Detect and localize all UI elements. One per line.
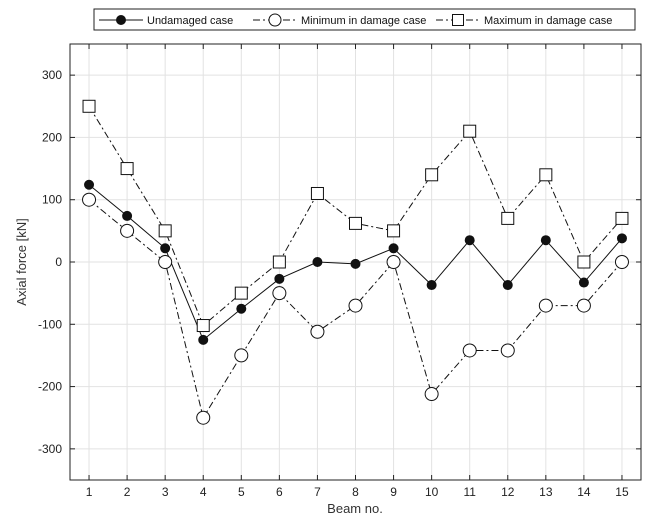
series-undamaged	[84, 179, 627, 345]
y-axis-label: Axial force [kN]	[14, 218, 29, 305]
x-tick-label: 7	[314, 485, 321, 499]
data-point-undamaged	[388, 243, 399, 254]
data-point-maximum	[349, 216, 362, 230]
x-tick-label: 4	[200, 485, 207, 499]
data-point-minimum	[196, 410, 211, 425]
data-point-undamaged	[502, 280, 513, 291]
data-point-maximum	[425, 168, 439, 182]
data-point-undamaged	[312, 257, 323, 267]
data-point-undamaged	[350, 258, 361, 269]
data-point-undamaged	[236, 303, 247, 314]
data-point-maximum	[196, 319, 210, 333]
data-point-minimum	[538, 298, 553, 313]
data-point-undamaged	[84, 179, 95, 190]
legend-label-undamaged: Undamaged case	[147, 15, 233, 27]
legend-label-minimum: Minimum in damage case	[301, 15, 426, 27]
data-point-maximum	[501, 211, 515, 225]
data-point-maximum	[387, 224, 401, 238]
y-tick-label: -200	[38, 380, 62, 394]
data-point-undamaged	[122, 210, 133, 221]
data-point-undamaged	[160, 243, 171, 254]
x-tick-label: 1	[86, 485, 93, 499]
data-point-maximum	[158, 224, 172, 238]
data-point-maximum	[272, 255, 286, 269]
data-point-maximum	[463, 124, 477, 138]
x-tick-label: 9	[390, 485, 397, 499]
data-point-minimum	[386, 255, 401, 269]
data-point-maximum	[234, 286, 248, 300]
y-tick-label: -100	[38, 317, 62, 331]
x-tick-label: 3	[162, 485, 169, 499]
y-tick-label: 200	[42, 130, 62, 144]
x-tick-label: 6	[276, 485, 283, 499]
data-point-minimum	[614, 255, 629, 269]
x-tick-label: 11	[463, 485, 476, 499]
data-point-minimum	[576, 298, 591, 313]
x-tick-label: 10	[425, 485, 439, 499]
legend-box	[93, 8, 636, 31]
legend-marker-minimum	[268, 13, 282, 27]
series-line-maximum	[88, 106, 623, 327]
y-tick-label: 100	[42, 193, 62, 207]
data-point-undamaged	[616, 233, 627, 244]
data-point-maximum	[82, 99, 96, 113]
legend-marker-maximum	[452, 14, 464, 26]
data-point-undamaged	[274, 273, 285, 284]
data-point-minimum	[348, 298, 363, 313]
data-point-undamaged	[540, 235, 551, 246]
y-tick-label: 0	[55, 255, 62, 269]
data-point-undamaged	[426, 280, 437, 291]
x-tick-label: 5	[238, 485, 245, 499]
series-minimum	[82, 192, 629, 425]
data-point-minimum	[158, 255, 173, 269]
x-axis-label: Beam no.	[327, 501, 383, 516]
data-point-undamaged	[464, 235, 475, 246]
data-point-minimum	[82, 192, 97, 207]
legend: Undamaged case Minimum in damage case Ma…	[93, 8, 636, 31]
y-tick-label: 300	[42, 68, 62, 82]
data-point-maximum	[577, 255, 591, 269]
x-tick-label: 12	[501, 485, 515, 499]
x-tick-label: 15	[615, 485, 629, 499]
series-layer	[82, 99, 629, 425]
legend-marker-undamaged	[116, 15, 126, 25]
data-point-minimum	[462, 343, 477, 358]
series-maximum	[82, 99, 629, 333]
data-point-undamaged	[578, 277, 589, 288]
data-point-undamaged	[198, 334, 209, 345]
data-point-maximum	[310, 186, 324, 200]
legend-entry-minimum: Minimum in damage case	[253, 13, 426, 27]
data-point-maximum	[615, 211, 629, 225]
y-tick-label: -300	[38, 442, 62, 456]
data-point-minimum	[120, 223, 135, 238]
data-point-maximum	[539, 168, 553, 182]
x-tick-label: 2	[124, 485, 131, 499]
data-point-minimum	[272, 286, 287, 301]
data-point-minimum	[234, 348, 249, 363]
legend-entry-maximum: Maximum in damage case	[436, 14, 612, 27]
data-point-minimum	[500, 343, 515, 358]
data-point-minimum	[424, 387, 439, 402]
x-tick-label: 8	[352, 485, 359, 499]
x-tick-label: 14	[577, 485, 591, 499]
legend-label-maximum: Maximum in damage case	[484, 15, 612, 27]
legend-entry-undamaged: Undamaged case	[99, 15, 233, 27]
x-tick-label: 13	[539, 485, 553, 499]
data-point-minimum	[310, 324, 325, 339]
tick-layer: 1 2 3 4 5 6 7 8 9 10 11 12 13 14 15-300-200-1000100200…	[38, 44, 641, 499]
data-point-maximum	[120, 162, 134, 176]
